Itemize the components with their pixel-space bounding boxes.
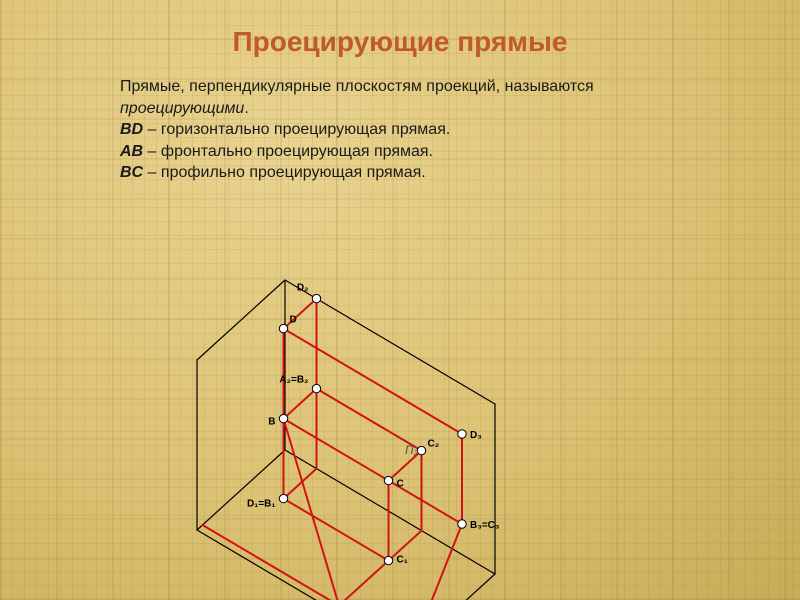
point-B: [279, 414, 287, 422]
plane-label: П₂: [405, 443, 419, 457]
seg-bd-txt: – горизонтально проецирующая прямая.: [143, 121, 450, 138]
seg-bc-txt: – профильно проецирующая прямая.: [143, 164, 426, 181]
slide-content: Проецирующие прямые Прямые, перпендикуля…: [0, 0, 800, 600]
diagram: D₂A₂=B₂DC₂D₃B₃=C₃BCC₁D₁=B₁AA₁A₃П₂П₃П₁: [140, 255, 660, 575]
label: C: [397, 479, 404, 490]
intro-line1a: Прямые, перпендикулярные плоскостям прое…: [120, 78, 594, 95]
point-A2B2: [312, 384, 320, 392]
seg-bd: BD: [120, 121, 143, 138]
point-D: [279, 324, 287, 332]
point-C: [384, 476, 392, 484]
label: C₂: [428, 439, 440, 450]
seg-ab: AB: [120, 143, 143, 160]
label: B: [268, 417, 275, 428]
label: D₃: [470, 430, 482, 441]
intro-keyword: проецирующими: [120, 100, 244, 117]
point-C2: [417, 446, 425, 454]
intro-line1c: .: [244, 100, 248, 117]
label: D: [290, 315, 297, 326]
label: A₂=B₂: [279, 375, 308, 386]
label: B₃=C₃: [470, 520, 500, 531]
point-C1: [384, 556, 392, 564]
point-B3C3: [458, 520, 466, 528]
seg-bc: BC: [120, 164, 143, 181]
intro-text: Прямые, перпендикулярные плоскостям прое…: [120, 76, 710, 184]
point-D3: [458, 430, 466, 438]
slide-title: Проецирующие прямые: [0, 0, 800, 58]
diagram-svg: D₂A₂=B₂DC₂D₃B₃=C₃BCC₁D₁=B₁AA₁A₃П₂П₃П₁: [140, 255, 660, 575]
point-D1B1: [279, 494, 287, 502]
label: C₁: [397, 555, 408, 566]
label: D₂: [297, 283, 309, 294]
seg-ab-txt: – фронтально проецирующая прямая.: [143, 143, 433, 160]
point-D2: [312, 294, 320, 302]
label: D₁=B₁: [247, 499, 276, 510]
